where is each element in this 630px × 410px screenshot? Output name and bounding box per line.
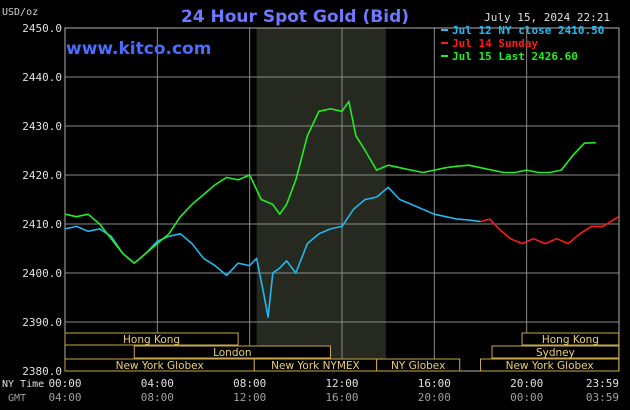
y-axis-unit-label: USD/oz (2, 7, 38, 18)
session-label: Hong Kong (542, 334, 599, 346)
x-tick-label-gmt: 00:00 (510, 391, 543, 404)
legend-item-label: Jul 14 Sunday (452, 37, 538, 50)
x-tick-label-gmt: 04:00 (48, 391, 81, 404)
session-label: New York NYMEX (271, 360, 360, 372)
y-axis-tick-labels: 2450.0 2440.0 2430.0 2420.0 2410.0 2400.0 2390… (22, 22, 62, 378)
x-tick-label-gmt: 12:00 (233, 391, 266, 404)
y-tick-label: 2450.0 (22, 22, 62, 35)
session-bar (521, 332, 620, 346)
session-bar (133, 345, 331, 359)
session-bar (491, 345, 620, 359)
x-tick-label-ny: 00:00 (48, 377, 81, 390)
x-tick-label-ny: 04:00 (141, 377, 174, 390)
y-tick-label: 2390.0 (22, 316, 62, 329)
session-label: New York Globex (506, 360, 594, 372)
session-bar (64, 332, 239, 346)
grid-lines (64, 27, 620, 372)
y-tick-label: 2380.0 (22, 365, 62, 378)
legend-item-label: Jul 15 Last 2426.60 (452, 50, 578, 63)
series-line (480, 216, 620, 245)
x-tick-label-ny: 20:00 (510, 377, 543, 390)
chart-title: 24 Hour Spot Gold (Bid) (181, 7, 409, 27)
x-tick-label-ny: 23:59 (586, 377, 619, 390)
series-line (64, 100, 596, 265)
y-tick-label: 2430.0 (22, 120, 62, 133)
y-tick-label: 2410.0 (22, 218, 62, 231)
x-tick-label-ny: 16:00 (418, 377, 451, 390)
legend-item-label: Jul 12 NY close 2410.50 (452, 24, 604, 37)
x-axis-gmt-label: GMT (8, 393, 26, 404)
x-axis-ny-label: NY Time (2, 379, 44, 390)
x-tick-label-ny: 08:00 (233, 377, 266, 390)
y-tick-label: 2420.0 (22, 169, 62, 182)
x-tick-label-ny: 12:00 (325, 377, 358, 390)
session-label: Hong Kong (123, 334, 180, 346)
x-axis-tick-labels: 00:00 04:00 08:00 12:00 16:00 20:00 23:5904:00… (48, 377, 619, 404)
y-tick-label: 2400.0 (22, 267, 62, 280)
watermark-link[interactable]: www.kitco.com (66, 39, 211, 59)
x-tick-label-gmt: 16:00 (325, 391, 358, 404)
x-tick-label-gmt: 03:59 (586, 391, 619, 404)
session-label: Sydney (536, 347, 575, 359)
session-label: NY Globex (391, 360, 445, 372)
session-bar (480, 358, 620, 372)
session-label: New York Globex (116, 360, 204, 372)
session-label: London (213, 347, 252, 359)
y-tick-label: 2440.0 (22, 71, 62, 84)
price-series-lines (64, 100, 620, 318)
timestamp: July 15, 2024 22:21 (484, 11, 610, 24)
x-tick-label-gmt: 20:00 (418, 391, 451, 404)
session-bar (376, 358, 461, 372)
x-tick-label-gmt: 08:00 (141, 391, 174, 404)
